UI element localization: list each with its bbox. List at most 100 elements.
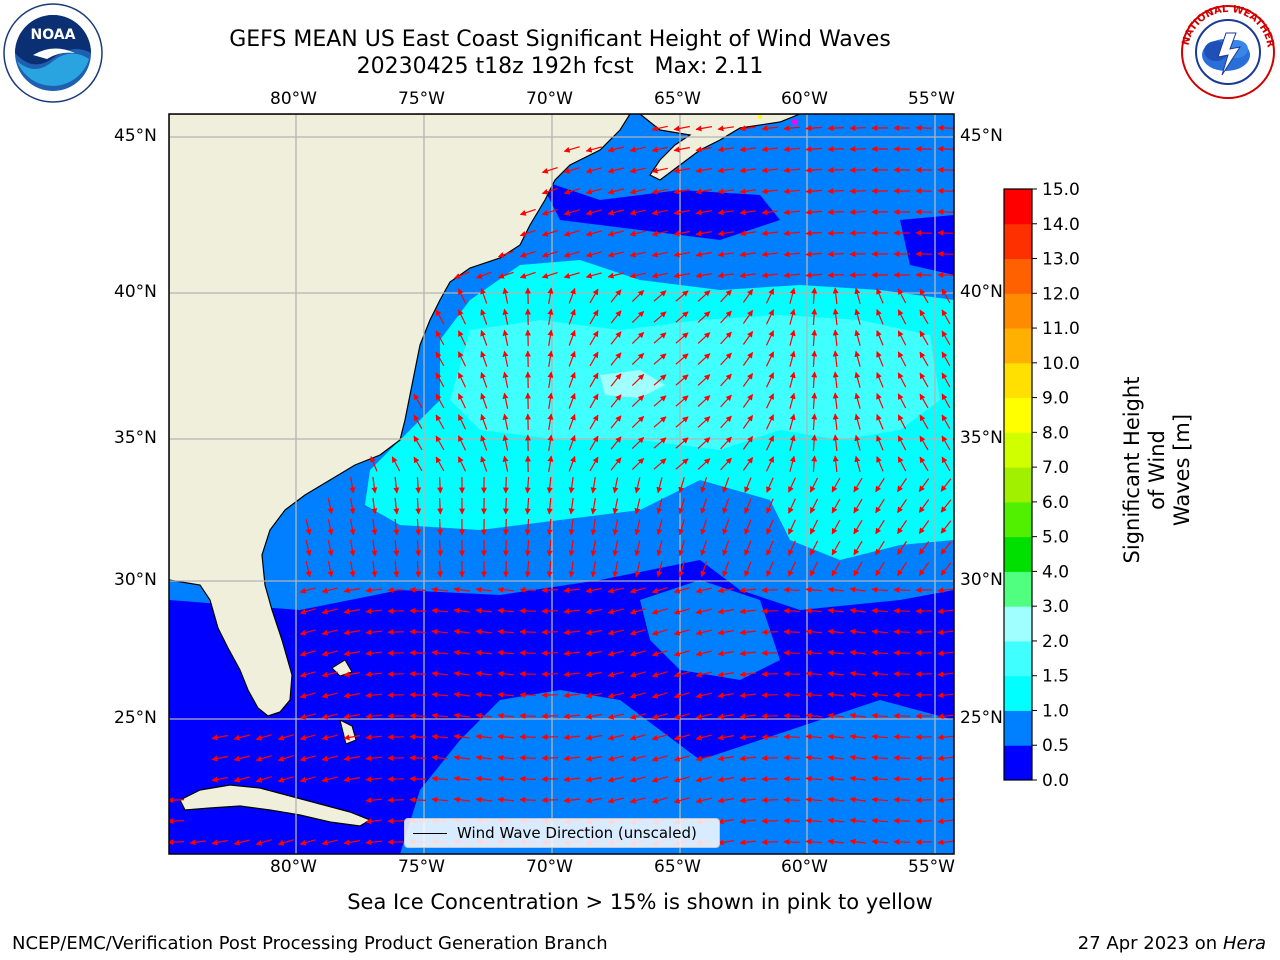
wave-direction-arrow	[827, 649, 844, 656]
colorbar-swatch	[1004, 397, 1032, 433]
wave-direction-arrow	[695, 776, 712, 783]
wave-direction-arrow	[568, 498, 575, 515]
wave-direction-arrow	[809, 540, 819, 556]
wave-direction-arrow	[409, 607, 427, 614]
wave-direction-arrow	[918, 541, 930, 555]
wave-direction-arrow	[789, 434, 796, 451]
wave-direction-arrow	[277, 734, 294, 741]
wave-direction-arrow	[717, 209, 734, 216]
wave-direction-arrow	[897, 435, 907, 451]
wave-direction-arrow	[761, 608, 779, 615]
wave-direction-arrow	[720, 331, 732, 345]
wave-direction-arrow	[327, 540, 334, 557]
wave-direction-arrow	[629, 734, 646, 741]
wave-direction-arrow	[305, 540, 312, 557]
wave-direction-arrow	[695, 209, 713, 216]
wave-direction-arrow	[897, 456, 907, 472]
wave-direction-arrow	[519, 229, 536, 237]
footer-date: 27 Apr 2023 on Hera	[1078, 933, 1266, 954]
wave-direction-arrow	[629, 146, 646, 153]
wave-direction-arrow	[744, 540, 752, 556]
wave-direction-arrow	[783, 838, 801, 845]
wave-direction-arrow	[783, 712, 801, 719]
wave-direction-arrow	[761, 797, 779, 804]
wave-direction-arrow	[673, 272, 691, 279]
wave-direction-arrow	[876, 456, 884, 472]
wave-direction-arrow	[497, 733, 515, 740]
wave-direction-arrow	[675, 353, 689, 365]
wave-direction-arrow	[299, 671, 316, 678]
wave-direction-arrow	[435, 372, 445, 388]
wave-direction-arrow	[409, 733, 427, 740]
wave-direction-arrow	[937, 755, 954, 762]
wave-direction-arrow	[653, 416, 667, 428]
wave-direction-arrow	[629, 797, 646, 804]
lon-label-bottom: 75°W	[398, 857, 445, 877]
wave-direction-arrow	[697, 437, 711, 449]
wave-direction-arrow	[919, 414, 929, 430]
wave-direction-arrow	[695, 146, 713, 153]
wave-direction-arrow	[722, 477, 730, 494]
wave-direction-arrow	[497, 754, 515, 761]
wave-direction-arrow	[546, 560, 553, 578]
wave-direction-arrow	[827, 167, 845, 174]
wave-direction-arrow	[255, 734, 272, 741]
wave-direction-arrow	[789, 455, 796, 472]
wave-direction-arrow	[541, 713, 559, 720]
wave-direction-arrow	[854, 308, 861, 325]
wave-direction-arrow	[541, 776, 559, 783]
wave-direction-arrow	[563, 797, 581, 804]
wave-direction-arrow	[871, 754, 889, 761]
wave-direction-arrow	[673, 167, 691, 174]
wave-direction-arrow	[809, 561, 819, 577]
wave-direction-arrow	[568, 519, 575, 536]
wave-direction-arrow	[612, 519, 619, 536]
wave-direction-arrow	[480, 455, 488, 472]
wave-direction-arrow	[783, 188, 801, 195]
wave-direction-arrow	[940, 562, 952, 576]
wave-direction-arrow	[589, 351, 599, 367]
wave-direction-arrow	[827, 712, 844, 719]
wave-direction-arrow	[502, 371, 509, 388]
wave-direction-arrow	[431, 670, 449, 677]
wave-direction-arrow	[541, 734, 559, 741]
wave-direction-arrow	[765, 330, 775, 346]
wave-direction-arrow	[849, 733, 866, 740]
wave-direction-arrow	[739, 755, 757, 762]
wave-direction-arrow	[941, 456, 951, 472]
wave-direction-arrow	[673, 755, 690, 762]
wave-direction-arrow	[631, 310, 645, 324]
wave-direction-arrow	[717, 650, 735, 657]
wave-direction-arrow	[437, 497, 444, 515]
wave-direction-arrow	[321, 776, 338, 783]
wave-direction-arrow	[832, 287, 839, 305]
wave-direction-arrow	[610, 436, 622, 450]
wave-direction-arrow	[937, 671, 954, 678]
wave-direction-arrow	[233, 839, 250, 846]
wave-direction-arrow	[849, 209, 867, 216]
wave-direction-arrow	[832, 308, 839, 326]
wave-direction-arrow	[653, 374, 667, 386]
wave-direction-arrow	[563, 146, 580, 153]
wave-direction-arrow	[937, 145, 954, 152]
wave-direction-arrow	[937, 650, 954, 657]
wave-direction-arrow	[343, 755, 361, 762]
wave-direction-arrow	[541, 167, 558, 174]
wave-direction-arrow	[502, 434, 509, 451]
wave-direction-arrow	[717, 692, 735, 699]
wave-direction-arrow	[524, 560, 531, 578]
wave-direction-arrow	[568, 392, 576, 409]
wave-direction-arrow	[783, 733, 801, 740]
lon-label-bottom: 65°W	[654, 857, 701, 877]
wave-direction-arrow	[327, 561, 334, 578]
wave-direction-arrow	[697, 374, 711, 386]
wave-direction-arrow	[789, 350, 796, 367]
wave-direction-arrow	[783, 796, 801, 803]
wave-direction-arrow	[365, 629, 383, 636]
wave-direction-arrow	[233, 776, 250, 783]
wave-direction-arrow	[805, 272, 823, 279]
wave-direction-arrow	[765, 372, 775, 388]
wave-direction-arrow	[415, 497, 422, 515]
wave-direction-arrow	[437, 476, 444, 494]
wave-direction-arrow	[656, 519, 663, 536]
